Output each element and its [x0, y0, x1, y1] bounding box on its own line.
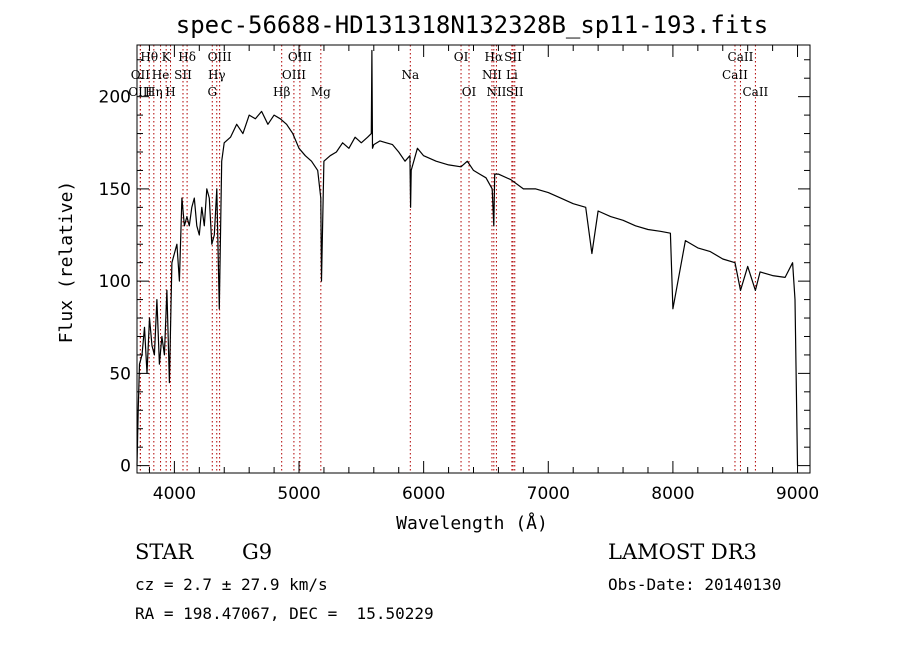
chart-title: spec-56688-HD131318N132328B_sp11-193.fit…	[176, 11, 768, 39]
spectral-line-label: OI	[462, 85, 477, 99]
spectrum-line	[136, 49, 799, 466]
spectral-line-label: Hδ	[178, 50, 196, 64]
obs-date: Obs-Date: 20140130	[608, 575, 782, 594]
spectral-line-label: Hβ	[273, 85, 290, 99]
y-tick-label: 150	[99, 180, 131, 200]
y-tick-label: 0	[120, 457, 131, 477]
x-axis-ticks: 4000 5000 6000 7000 8000 9000	[148, 45, 819, 504]
redshift-value: cz = 2.7 ± 27.9 km/s	[135, 575, 328, 594]
spectral-line-label: K	[162, 50, 172, 64]
spectral-line-label: Na	[401, 68, 419, 82]
spectral-line-label: CaII	[722, 68, 748, 82]
spectral-line-label: SII	[506, 85, 524, 99]
spectral-line-labels: Hθ OII OIII K He Hη Hδ SII H OIII Hγ G OIII OIII Hβ Mg N…	[128, 50, 768, 99]
plot-frame	[136, 44, 811, 474]
spectral-line-label: OIII	[128, 85, 152, 99]
spectral-line-label: SII	[174, 68, 192, 82]
object-subclass: G9	[242, 540, 273, 564]
x-tick-label: 8000	[651, 484, 694, 504]
x-tick-label: 4000	[153, 484, 196, 504]
spectral-line-label: G	[207, 85, 217, 99]
x-axis-label: Wavelength (Å)	[396, 512, 548, 534]
y-tick-label: 50	[109, 364, 131, 384]
spectral-line-label: Hη	[145, 85, 163, 99]
spectral-line-label: NII	[486, 85, 506, 99]
y-axis-label: Flux (relative)	[56, 181, 77, 344]
y-tick-label: 200	[99, 88, 131, 108]
x-tick-label: 9000	[776, 484, 819, 504]
spectral-line-label: Li	[506, 68, 518, 82]
object-class: STAR	[135, 540, 194, 564]
y-axis-ticks: 0 50 100 150 200	[99, 59, 810, 477]
survey-name: LAMOST DR3	[608, 540, 757, 564]
spectral-line-label: OIII	[282, 68, 306, 82]
spectrum-series	[136, 49, 799, 466]
spectral-line-markers	[139, 45, 756, 473]
spectral-line-label: CaII	[728, 50, 754, 64]
y-tick-label: 100	[99, 272, 131, 292]
spectral-line-label: NII	[482, 68, 502, 82]
coordinates: RA = 198.47067, DEC = 15.50229	[135, 604, 434, 623]
spectral-line-label: SII	[504, 50, 522, 64]
spectral-line-label: OI	[454, 50, 469, 64]
spectral-line-label: Hα	[485, 50, 504, 64]
spectral-line-label: Hθ	[140, 50, 158, 64]
spectral-line-label: CaII	[742, 85, 768, 99]
x-tick-label: 7000	[527, 484, 570, 504]
spectral-line-label: OIII	[208, 50, 232, 64]
spectral-line-label: OII	[131, 68, 151, 82]
spectral-line-label: Hγ	[208, 68, 226, 82]
spectral-line-label: He	[152, 68, 170, 82]
x-tick-label: 5000	[277, 484, 320, 504]
spectral-line-label: OIII	[288, 50, 312, 64]
spectral-line-label: Mg	[311, 85, 331, 99]
x-tick-label: 6000	[402, 484, 445, 504]
spectral-line-label: H	[165, 85, 175, 99]
